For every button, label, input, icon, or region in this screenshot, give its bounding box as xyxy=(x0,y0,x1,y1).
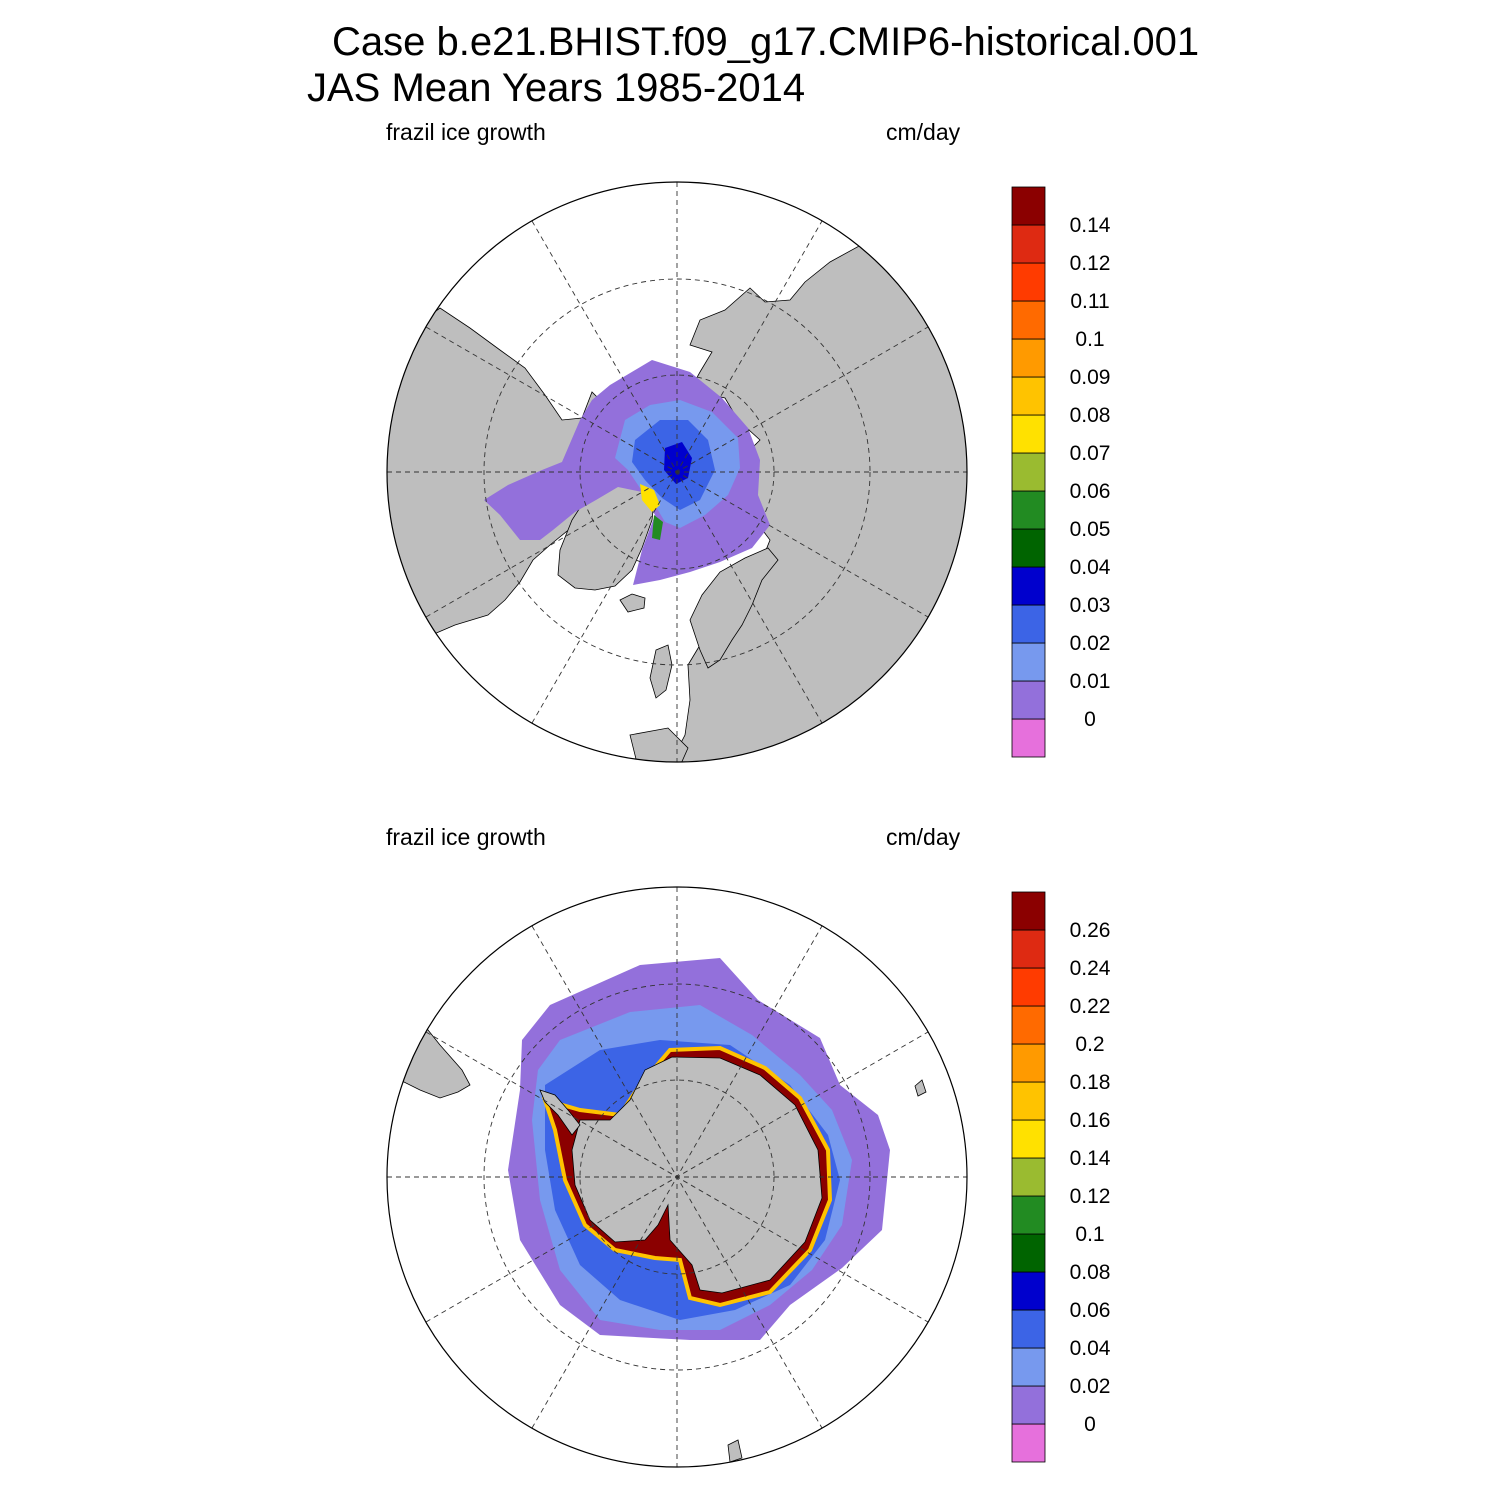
north-colorbar: 0.14 0.12 0.11 0.1 0.09 0.08 0.07 0.06 0.05 0.04 0… xyxy=(1011,186,1111,758)
colorbar-tick-label: 0.09 xyxy=(1070,366,1111,389)
colorbar-tick-label: 0.06 xyxy=(1070,480,1111,503)
north-polar-map xyxy=(386,181,968,763)
south-land-fragment-s xyxy=(727,1439,743,1463)
colorbar-swatch xyxy=(1011,186,1046,226)
south-panel-units-label: cm/day xyxy=(886,824,961,850)
colorbar-swatch xyxy=(1011,414,1046,454)
north-land-scandinavia xyxy=(689,547,779,669)
colorbar-swatch xyxy=(1011,1157,1046,1197)
colorbar-tick-label: 0.14 xyxy=(1070,214,1111,237)
colorbar-swatch xyxy=(1011,566,1046,606)
colorbar-swatch xyxy=(1011,604,1046,644)
colorbar-swatch xyxy=(1011,224,1046,264)
colorbar-swatch xyxy=(1011,338,1046,378)
south-land-antarctic-peninsula xyxy=(539,1089,581,1136)
colorbar-swatch xyxy=(1011,1385,1046,1425)
colorbar-swatch xyxy=(1011,929,1046,969)
colorbar-tick-label: 0.1 xyxy=(1075,328,1104,351)
colorbar-tick-label: 0.08 xyxy=(1070,1261,1111,1284)
colorbar-tick-label: 0.07 xyxy=(1070,442,1111,465)
north-land-british-isles xyxy=(649,644,673,699)
colorbar-swatch xyxy=(1011,680,1046,720)
north-ice-band-0-04 xyxy=(664,442,692,484)
north-panel-variable-label: frazil ice growth xyxy=(386,119,546,145)
colorbar-tick-label: 0.01 xyxy=(1070,670,1111,693)
colorbar-swatch xyxy=(1011,1233,1046,1273)
colorbar-swatch xyxy=(1011,490,1046,530)
colorbar-tick-label: 0.2 xyxy=(1075,1033,1104,1056)
colorbar-tick-label: 0.03 xyxy=(1070,594,1111,617)
colorbar-tick-label: 0.06 xyxy=(1070,1299,1111,1322)
colorbar-tick-label: 0.02 xyxy=(1070,632,1111,655)
south-polar-map xyxy=(386,886,968,1468)
colorbar-swatch xyxy=(1011,1119,1046,1159)
colorbar-tick-label: 0.11 xyxy=(1070,290,1109,313)
colorbar-swatch xyxy=(1011,300,1046,340)
south-colorbar: 0.26 0.24 0.22 0.2 0.18 0.16 0.14 0.12 0.1 0.08 0.… xyxy=(1011,891,1111,1463)
colorbar-tick-label: 0.22 xyxy=(1070,995,1111,1018)
south-land-antarctica xyxy=(571,1056,823,1294)
colorbar-swatch xyxy=(1011,1423,1046,1463)
colorbar-tick-label: 0.16 xyxy=(1070,1109,1111,1132)
colorbar-swatch xyxy=(1011,642,1046,682)
colorbar-tick-label: 0.14 xyxy=(1070,1147,1111,1170)
figure-title-line-2: JAS Mean Years 1985-2014 xyxy=(307,66,806,110)
colorbar-tick-label: 0.18 xyxy=(1070,1071,1111,1094)
colorbar-swatch xyxy=(1011,1195,1046,1235)
figure-title-line-1: Case b.e21.BHIST.f09_g17.CMIP6-historica… xyxy=(332,20,1200,64)
colorbar-tick-label: 0.04 xyxy=(1070,556,1111,579)
colorbar-tick-label: 0 xyxy=(1084,708,1096,731)
colorbar-swatch xyxy=(1011,1081,1046,1121)
colorbar-swatch xyxy=(1011,262,1046,302)
colorbar-swatch xyxy=(1011,1309,1046,1349)
north-land-iceland xyxy=(619,593,646,613)
colorbar-swatch xyxy=(1011,718,1046,758)
colorbar-swatch xyxy=(1011,1043,1046,1083)
colorbar-swatch xyxy=(1011,891,1046,931)
colorbar-tick-label: 0.12 xyxy=(1070,252,1111,275)
colorbar-swatch xyxy=(1011,528,1046,568)
colorbar-swatch xyxy=(1011,452,1046,492)
north-map-border xyxy=(386,181,968,763)
south-land-fragment-ne xyxy=(914,1079,927,1097)
colorbar-swatch xyxy=(1011,1347,1046,1387)
colorbar-tick-label: 0.04 xyxy=(1070,1337,1111,1360)
colorbar-tick-label: 0.26 xyxy=(1070,919,1111,942)
colorbar-swatch xyxy=(1011,1271,1046,1311)
colorbar-tick-label: 0.02 xyxy=(1070,1375,1111,1398)
colorbar-tick-label: 0.05 xyxy=(1070,518,1111,541)
north-ice-coastal-green xyxy=(652,515,663,540)
colorbar-swatch xyxy=(1011,967,1046,1007)
colorbar-tick-label: 0 xyxy=(1084,1413,1096,1436)
colorbar-tick-label: 0.24 xyxy=(1070,957,1111,980)
colorbar-swatch xyxy=(1011,1005,1046,1045)
colorbar-tick-label: 0.1 xyxy=(1075,1223,1104,1246)
south-graticule xyxy=(387,887,967,1467)
north-panel-units-label: cm/day xyxy=(886,119,961,145)
colorbar-swatch xyxy=(1011,376,1046,416)
south-map-border xyxy=(386,886,968,1468)
south-panel-variable-label: frazil ice growth xyxy=(386,824,546,850)
north-graticule xyxy=(387,182,967,762)
colorbar-tick-label: 0.08 xyxy=(1070,404,1111,427)
colorbar-tick-label: 0.12 xyxy=(1070,1185,1111,1208)
